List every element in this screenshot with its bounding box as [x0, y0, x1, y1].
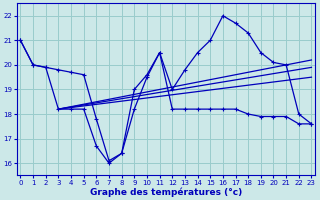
X-axis label: Graphe des températures (°c): Graphe des températures (°c)	[90, 187, 242, 197]
